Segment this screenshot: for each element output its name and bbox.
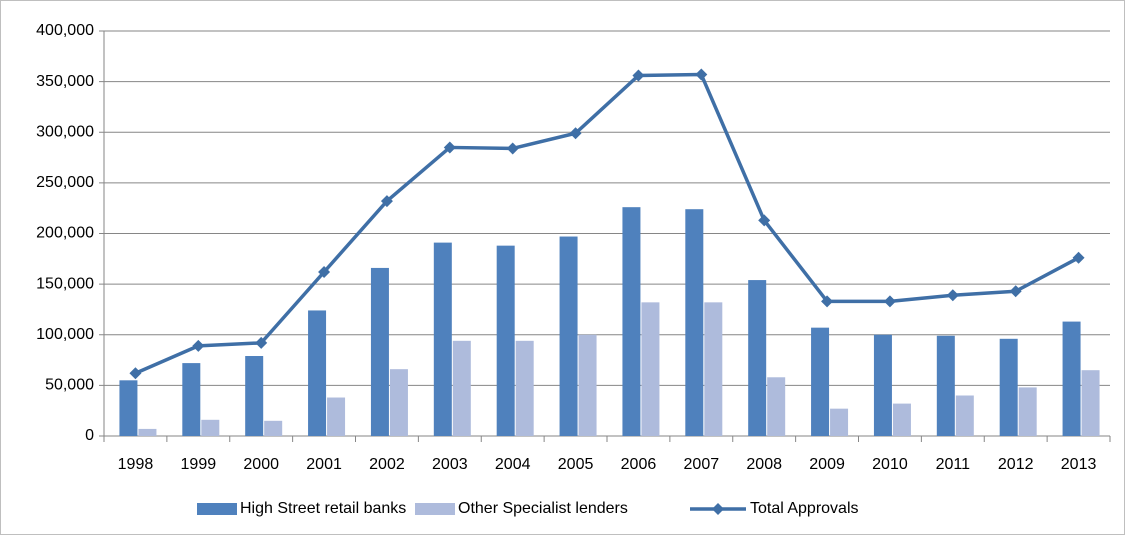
x-tick-label: 2012 bbox=[998, 456, 1034, 473]
x-tick-label: 2009 bbox=[809, 456, 845, 473]
y-tick-label: 100,000 bbox=[36, 326, 94, 343]
legend-label: Other Specialist lenders bbox=[458, 500, 628, 517]
bar bbox=[748, 280, 767, 436]
y-tick-label: 300,000 bbox=[36, 123, 94, 140]
bar bbox=[811, 327, 830, 436]
y-tick-label: 200,000 bbox=[36, 225, 94, 242]
bar bbox=[515, 340, 534, 436]
bar bbox=[622, 207, 641, 436]
x-tick-label: 2007 bbox=[684, 456, 720, 473]
x-tick-label: 2006 bbox=[621, 456, 657, 473]
legend-label: High Street retail banks bbox=[240, 500, 406, 517]
marker bbox=[380, 195, 393, 208]
legend-swatch bbox=[415, 503, 455, 515]
x-tick-label: 2011 bbox=[936, 456, 971, 473]
y-tick-label: 150,000 bbox=[36, 275, 94, 292]
x-tick-label: 2003 bbox=[432, 456, 468, 473]
marker bbox=[569, 127, 582, 140]
bar bbox=[767, 377, 786, 436]
marker bbox=[192, 339, 205, 352]
bar bbox=[370, 267, 389, 436]
marker bbox=[506, 142, 519, 155]
marker bbox=[255, 336, 268, 349]
bar bbox=[201, 419, 220, 436]
bar bbox=[308, 310, 327, 436]
bar bbox=[452, 340, 471, 436]
bar bbox=[245, 356, 264, 436]
bar bbox=[936, 335, 955, 436]
y-tick-label: 350,000 bbox=[36, 73, 94, 90]
x-tick-label: 2001 bbox=[306, 456, 342, 473]
legend-swatch bbox=[712, 503, 724, 515]
bar bbox=[327, 397, 346, 436]
bar bbox=[496, 245, 515, 436]
x-tick-label: 2008 bbox=[746, 456, 782, 473]
bar bbox=[685, 209, 704, 436]
bar bbox=[1081, 370, 1100, 436]
bar bbox=[182, 363, 201, 436]
marker bbox=[821, 295, 834, 308]
marker bbox=[443, 141, 456, 154]
x-tick-label: 2002 bbox=[369, 456, 405, 473]
bar bbox=[999, 338, 1018, 436]
bar bbox=[1018, 387, 1037, 436]
bar bbox=[830, 408, 849, 436]
marker bbox=[632, 69, 645, 82]
x-tick-label: 2010 bbox=[872, 456, 908, 473]
bar bbox=[389, 369, 408, 436]
bar bbox=[892, 403, 911, 436]
marker bbox=[758, 214, 771, 227]
y-tick-label: 50,000 bbox=[45, 377, 94, 394]
bar bbox=[873, 334, 892, 436]
bar bbox=[1062, 321, 1081, 436]
bar bbox=[433, 242, 452, 436]
x-tick-label: 2004 bbox=[495, 456, 531, 473]
bar bbox=[704, 302, 723, 436]
bar bbox=[955, 395, 974, 436]
bar bbox=[578, 334, 597, 436]
line bbox=[134, 72, 1080, 375]
x-tick-label: 2000 bbox=[243, 456, 279, 473]
y-tick-label: 0 bbox=[85, 427, 94, 444]
marker bbox=[1072, 251, 1085, 264]
marker bbox=[318, 265, 331, 278]
marker bbox=[1009, 285, 1022, 298]
x-tick-label: 2013 bbox=[1061, 456, 1097, 473]
marker bbox=[883, 295, 896, 308]
x-tick-label: 2005 bbox=[558, 456, 594, 473]
y-tick-label: 250,000 bbox=[36, 174, 94, 191]
x-tick-label: 1999 bbox=[181, 456, 217, 473]
bar bbox=[138, 428, 157, 436]
bar bbox=[119, 380, 138, 436]
bar bbox=[559, 236, 578, 436]
marker bbox=[129, 367, 142, 380]
bar bbox=[264, 420, 283, 436]
y-tick-label: 400,000 bbox=[36, 22, 94, 39]
marker bbox=[695, 68, 708, 81]
legend-swatch bbox=[197, 503, 237, 515]
marker bbox=[946, 289, 959, 302]
bar bbox=[641, 302, 660, 436]
x-tick-label: 1998 bbox=[118, 456, 154, 473]
legend-label: Total Approvals bbox=[750, 500, 859, 517]
